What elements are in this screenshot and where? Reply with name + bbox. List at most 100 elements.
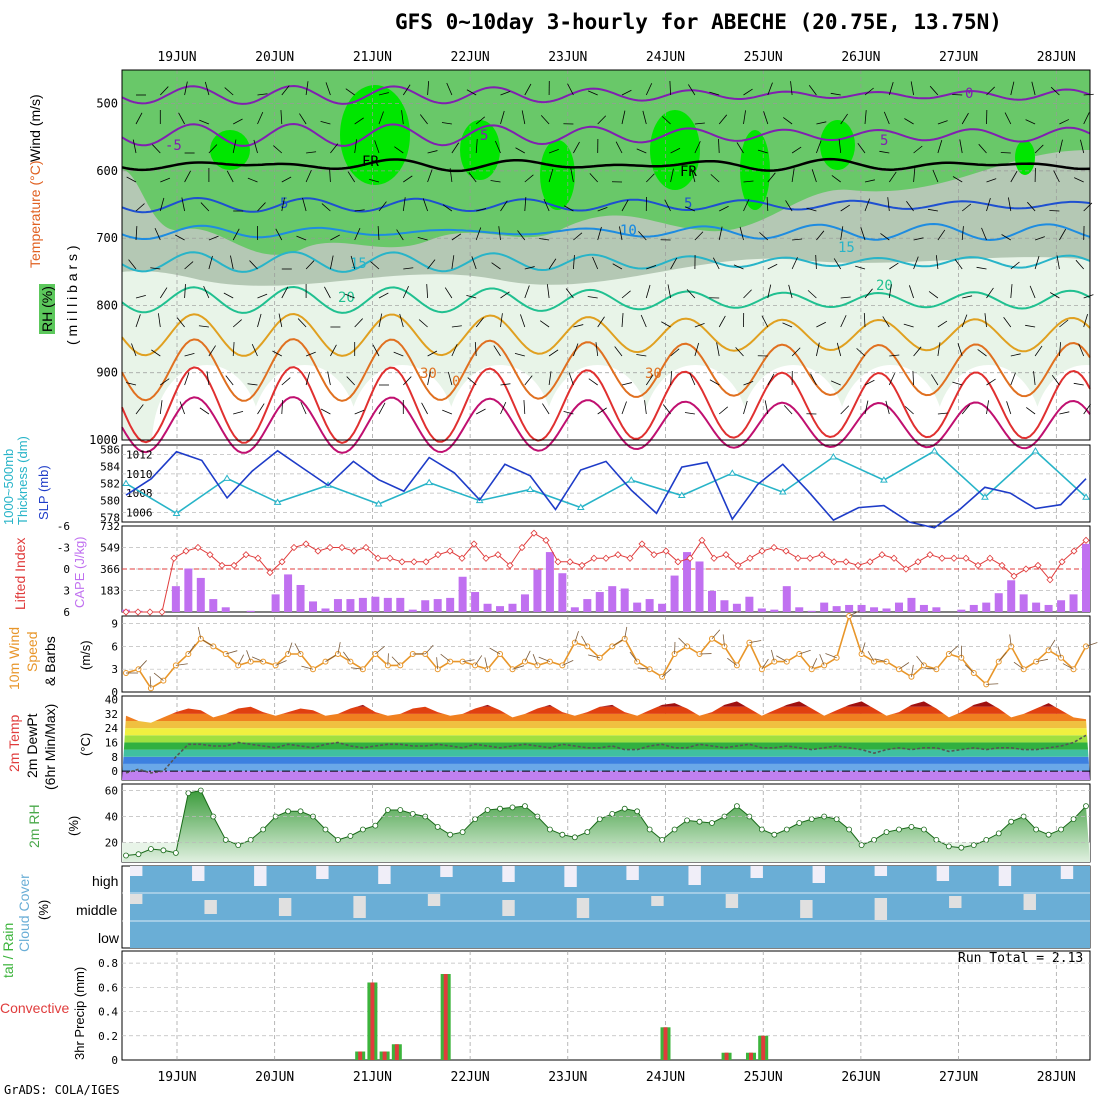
wind-barb <box>344 293 355 299</box>
wind-barb <box>466 89 477 96</box>
isotherm-35 <box>121 366 1091 444</box>
wind-10m-barb <box>588 654 600 659</box>
cloud-middle-clear <box>502 900 515 916</box>
li-point <box>734 561 742 569</box>
contour-label: 0 <box>452 374 460 390</box>
precip-convective-bar <box>748 1052 753 1060</box>
wind-10m-barb <box>629 651 638 662</box>
wind-barb <box>670 257 678 270</box>
li-point <box>122 608 130 616</box>
wind-barb <box>302 197 307 212</box>
li-point <box>866 558 874 566</box>
wind-barb <box>743 289 752 299</box>
wind-barb <box>281 400 284 415</box>
contour-label: FR <box>680 164 697 180</box>
thickness-line-point <box>930 447 939 454</box>
date-label-bottom: 21JUN <box>353 1070 392 1085</box>
wind-barb <box>521 110 526 125</box>
li-point <box>278 558 286 566</box>
li-point <box>350 547 358 555</box>
wind-barb <box>372 344 380 357</box>
thickness-line-point <box>1082 493 1090 500</box>
run-total: Run Total = 2.13 <box>958 951 1084 966</box>
wind-barb <box>1050 86 1060 96</box>
cape-tick: 366 <box>100 563 120 576</box>
cape-bar <box>807 610 816 612</box>
wind-10m-barb <box>512 665 525 670</box>
wind-barb <box>597 407 607 415</box>
wind-barb <box>548 371 552 386</box>
date-label-top: 28JUN <box>1037 50 1076 65</box>
li-point <box>794 554 802 562</box>
wind-barb <box>670 348 680 357</box>
wind-barb <box>184 284 186 299</box>
wind-barb <box>296 235 307 241</box>
wind-barb <box>232 228 240 241</box>
wind-barb <box>474 342 477 357</box>
contour-label: 5 <box>280 196 288 212</box>
wind-barb <box>135 314 141 328</box>
wind-barb <box>427 371 431 386</box>
wind-barb <box>273 145 283 154</box>
wind-barb <box>524 266 535 270</box>
wind-10m-barb <box>848 610 861 617</box>
wind-barb <box>1010 284 1013 299</box>
contour-label: 15 <box>838 240 855 256</box>
wind-barb <box>1006 401 1012 415</box>
wind-10m-barb <box>436 657 439 670</box>
cape-bar <box>820 602 829 612</box>
wind-10m-barb <box>391 656 401 666</box>
li-point <box>218 561 226 569</box>
wind-barb <box>1083 112 1090 125</box>
li-point <box>410 558 418 566</box>
wind-barb <box>494 140 501 154</box>
wind-barb <box>427 81 430 96</box>
wind-barb <box>320 408 331 415</box>
cape-bar <box>969 604 978 612</box>
wind-barb <box>402 197 406 212</box>
temp-tick: 24 <box>105 722 119 735</box>
li-point <box>398 558 406 566</box>
cape-bar <box>695 561 704 612</box>
wind-barb <box>621 290 631 299</box>
wind-barb <box>830 380 841 386</box>
thickness-tick: 586 <box>100 443 120 456</box>
cape-bar <box>770 609 779 612</box>
freezing-level <box>121 157 1091 173</box>
wind-barb <box>346 376 355 386</box>
cloud-high-clear <box>130 866 143 876</box>
rh-point <box>160 847 167 854</box>
rh-point <box>434 824 441 830</box>
wind-10m-barb <box>287 642 293 655</box>
wind-barb <box>442 204 453 212</box>
thickness-line-point <box>1031 447 1040 454</box>
wind-barb <box>257 202 266 212</box>
li-point <box>194 543 202 552</box>
wind-barb <box>621 199 629 212</box>
wind-10m-barb <box>484 657 488 670</box>
wind-barb <box>159 287 168 299</box>
wind-barb <box>790 81 793 96</box>
wind-barb <box>493 345 501 357</box>
wind-barb <box>427 259 436 270</box>
wind-10m-barb <box>964 664 975 674</box>
date-label-bottom: 20JUN <box>255 1070 294 1085</box>
rh-point <box>1070 816 1077 822</box>
wind-barb <box>160 177 171 183</box>
wind-barb <box>986 178 997 183</box>
wind-barb <box>811 169 817 183</box>
wind-10m-barb <box>251 656 264 662</box>
wind-barb <box>354 227 361 241</box>
cape-bar <box>433 599 442 612</box>
wind-barb <box>855 265 866 270</box>
wind-barb <box>888 81 894 96</box>
wind-barb <box>154 227 161 241</box>
cloud-middle-clear <box>949 896 962 908</box>
wind-barb <box>1034 236 1045 241</box>
wind-barb <box>1010 261 1020 270</box>
wind-barb <box>573 141 580 154</box>
li-tick: 6 <box>63 606 70 619</box>
temp-band <box>122 749 1090 757</box>
wind-barb <box>1029 285 1036 299</box>
wind-barb <box>257 293 268 299</box>
